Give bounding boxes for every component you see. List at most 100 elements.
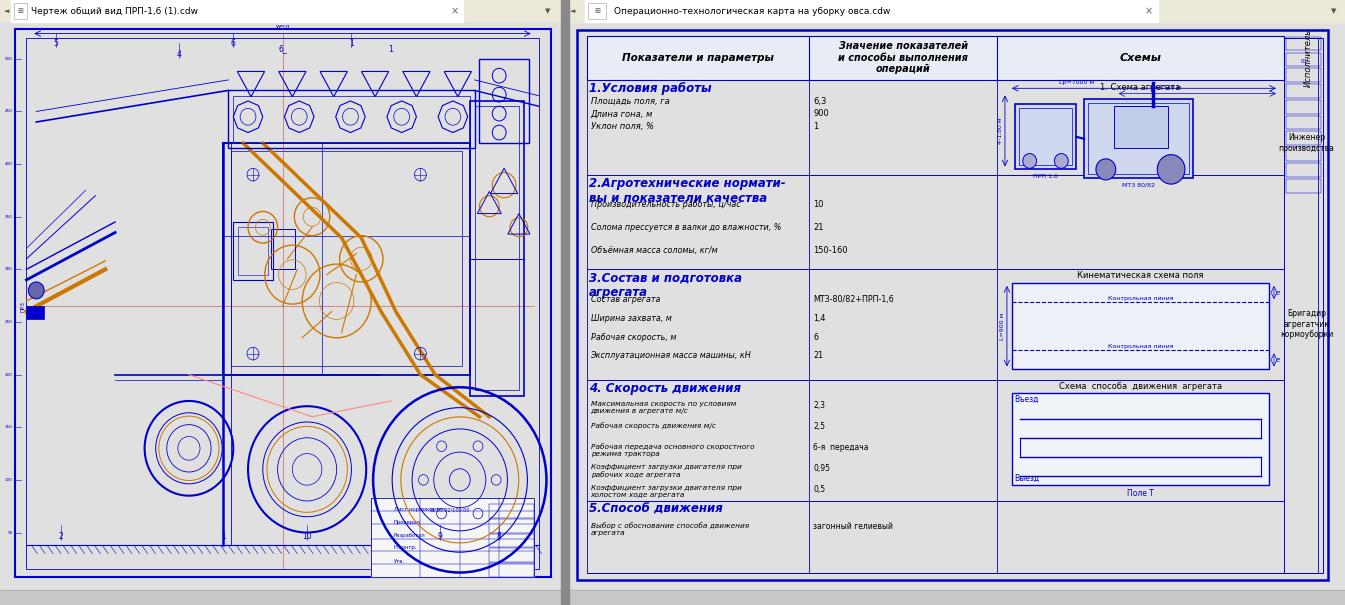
Bar	[27, 306, 44, 319]
Bar	[586, 36, 1284, 80]
Circle shape	[1157, 155, 1185, 184]
Text: 3.Состав и подготовка
агрегата: 3.Состав и подготовка агрегата	[589, 272, 741, 299]
Text: Операционно-технологическая карта на уборку овса.cdw: Операционно-технологическая карта на убо…	[615, 7, 890, 16]
Text: 01: 01	[1301, 59, 1307, 64]
Text: 1,4: 1,4	[814, 313, 826, 322]
Text: 400: 400	[5, 162, 12, 166]
Text: Выезд: Выезд	[1014, 474, 1038, 483]
Text: Площадь поля, га: Площадь поля, га	[590, 97, 670, 106]
Bar	[1011, 393, 1270, 485]
Bar	[1286, 163, 1321, 177]
Bar	[1286, 116, 1321, 129]
Text: 450: 450	[5, 110, 12, 114]
Bar	[586, 36, 1284, 80]
Text: 2.Агротехнические нормати-
вы и показатели качества: 2.Агротехнические нормати- вы и показате…	[589, 177, 785, 204]
Text: 4. Скорость движения: 4. Скорость движения	[589, 382, 741, 395]
Text: Показатели и параметры: Показатели и параметры	[621, 53, 773, 63]
Text: 01.09.02/100.00: 01.09.02/100.00	[430, 507, 471, 512]
Bar	[1286, 147, 1321, 161]
Text: ПРЗ: ПРЗ	[20, 301, 26, 312]
Bar	[15, 3, 27, 19]
Text: ◄: ◄	[570, 8, 576, 14]
Text: Схема  способа  движения  агрегата: Схема способа движения агрегата	[1059, 382, 1223, 391]
Text: 9: 9	[437, 532, 443, 541]
Text: 1. Схема агрегата: 1. Схема агрегата	[1100, 83, 1181, 92]
Bar	[1286, 100, 1321, 114]
Text: w=л: w=л	[276, 24, 289, 30]
Bar	[1286, 179, 1321, 192]
Text: 10: 10	[303, 532, 312, 541]
Text: Лист нормоконт.: Лист нормоконт.	[394, 507, 440, 512]
Bar	[0, 590, 1345, 605]
Bar	[1114, 106, 1169, 148]
Text: Рабочая скорость, м: Рабочая скорость, м	[590, 333, 677, 342]
Bar	[490, 504, 534, 518]
Text: Кинематическая схема поля: Кинематическая схема поля	[1077, 272, 1204, 281]
Text: ×: ×	[1145, 6, 1153, 16]
Text: Чертеж общий вид ПРП-1,6 (1).cdw: Чертеж общий вид ПРП-1,6 (1).cdw	[31, 7, 198, 16]
Text: Ширина захвата, м: Ширина захвата, м	[590, 313, 671, 322]
Text: 5.Способ движения: 5.Способ движения	[589, 503, 722, 516]
Text: ◄: ◄	[4, 8, 9, 14]
Text: 6-я  передача: 6-я передача	[814, 443, 869, 452]
Bar	[1084, 99, 1193, 178]
Bar	[565, 0, 1345, 22]
Text: 100: 100	[5, 478, 12, 482]
Bar	[490, 534, 534, 548]
Text: Рабочая скорость движения м/с: Рабочая скорость движения м/с	[590, 422, 716, 429]
Text: Коэффициент загрузки двигателя при
холостом ходе агрегата: Коэффициент загрузки двигателя при холос…	[590, 485, 741, 498]
Text: Проверил: Проверил	[394, 520, 421, 525]
Text: 6: 6	[814, 333, 818, 342]
Text: 50: 50	[7, 531, 12, 535]
Text: 10: 10	[814, 200, 823, 209]
Text: 8: 8	[496, 532, 502, 541]
Text: 5: 5	[54, 39, 58, 48]
Text: Исполнитель: Исполнитель	[1305, 28, 1313, 87]
Text: 21: 21	[814, 352, 823, 361]
Text: 250: 250	[5, 320, 12, 324]
Text: Бригадир
агрегатчик
кормоуборки: Бригадир агрегатчик кормоуборки	[1280, 309, 1333, 339]
Bar	[1286, 68, 1321, 82]
Text: Производительность работы, ц/час: Производительность работы, ц/час	[590, 200, 740, 209]
Bar	[479, 59, 529, 143]
Text: 6_: 6_	[278, 45, 286, 54]
Text: 1: 1	[350, 39, 354, 48]
Text: 150: 150	[5, 425, 12, 430]
Text: Н.контр.: Н.контр.	[394, 545, 417, 550]
Text: 6,3: 6,3	[814, 97, 826, 106]
Bar	[490, 519, 534, 532]
Bar	[561, 0, 569, 605]
Text: Солома прессуется в валки до влажности, %: Солома прессуется в валки до влажности, …	[590, 223, 781, 232]
Text: загонный гелиевый: загонный гелиевый	[814, 522, 893, 531]
Bar	[588, 3, 605, 19]
Text: L=900 м: L=900 м	[999, 313, 1005, 340]
Bar	[1088, 103, 1189, 174]
Bar	[585, 0, 1158, 22]
Bar	[371, 498, 534, 577]
Bar	[11, 0, 463, 22]
Text: 150-160: 150-160	[814, 246, 847, 255]
Text: 21: 21	[814, 223, 823, 232]
Bar	[469, 101, 523, 396]
Bar	[0, 0, 565, 22]
Text: ×: ×	[451, 6, 459, 16]
Text: 1: 1	[814, 122, 818, 131]
Text: Контрольная линия: Контрольная линия	[1108, 344, 1173, 349]
Text: 0,95: 0,95	[814, 464, 830, 473]
Text: Эксплуатационная масса машины, кН: Эксплуатационная масса машины, кН	[590, 352, 752, 361]
Bar	[371, 498, 534, 577]
Text: Разработал: Разработал	[394, 532, 425, 537]
Text: Объёмная масса соломы, кг/м: Объёмная масса соломы, кг/м	[590, 246, 717, 255]
Text: Lр=7000 м: Lр=7000 м	[1059, 80, 1093, 85]
Text: 1: 1	[389, 45, 393, 54]
Text: Утв.: Утв.	[394, 559, 405, 564]
Text: Поле Т: Поле Т	[1127, 489, 1154, 499]
Text: ▼: ▼	[545, 8, 550, 14]
Bar	[238, 227, 268, 275]
Bar	[1011, 283, 1270, 370]
Text: ⊞: ⊞	[17, 8, 23, 14]
Text: 2,5: 2,5	[814, 422, 824, 431]
Text: Инженер
производства: Инженер производства	[1279, 133, 1334, 152]
Bar	[231, 151, 461, 366]
Text: e: e	[1276, 290, 1280, 295]
